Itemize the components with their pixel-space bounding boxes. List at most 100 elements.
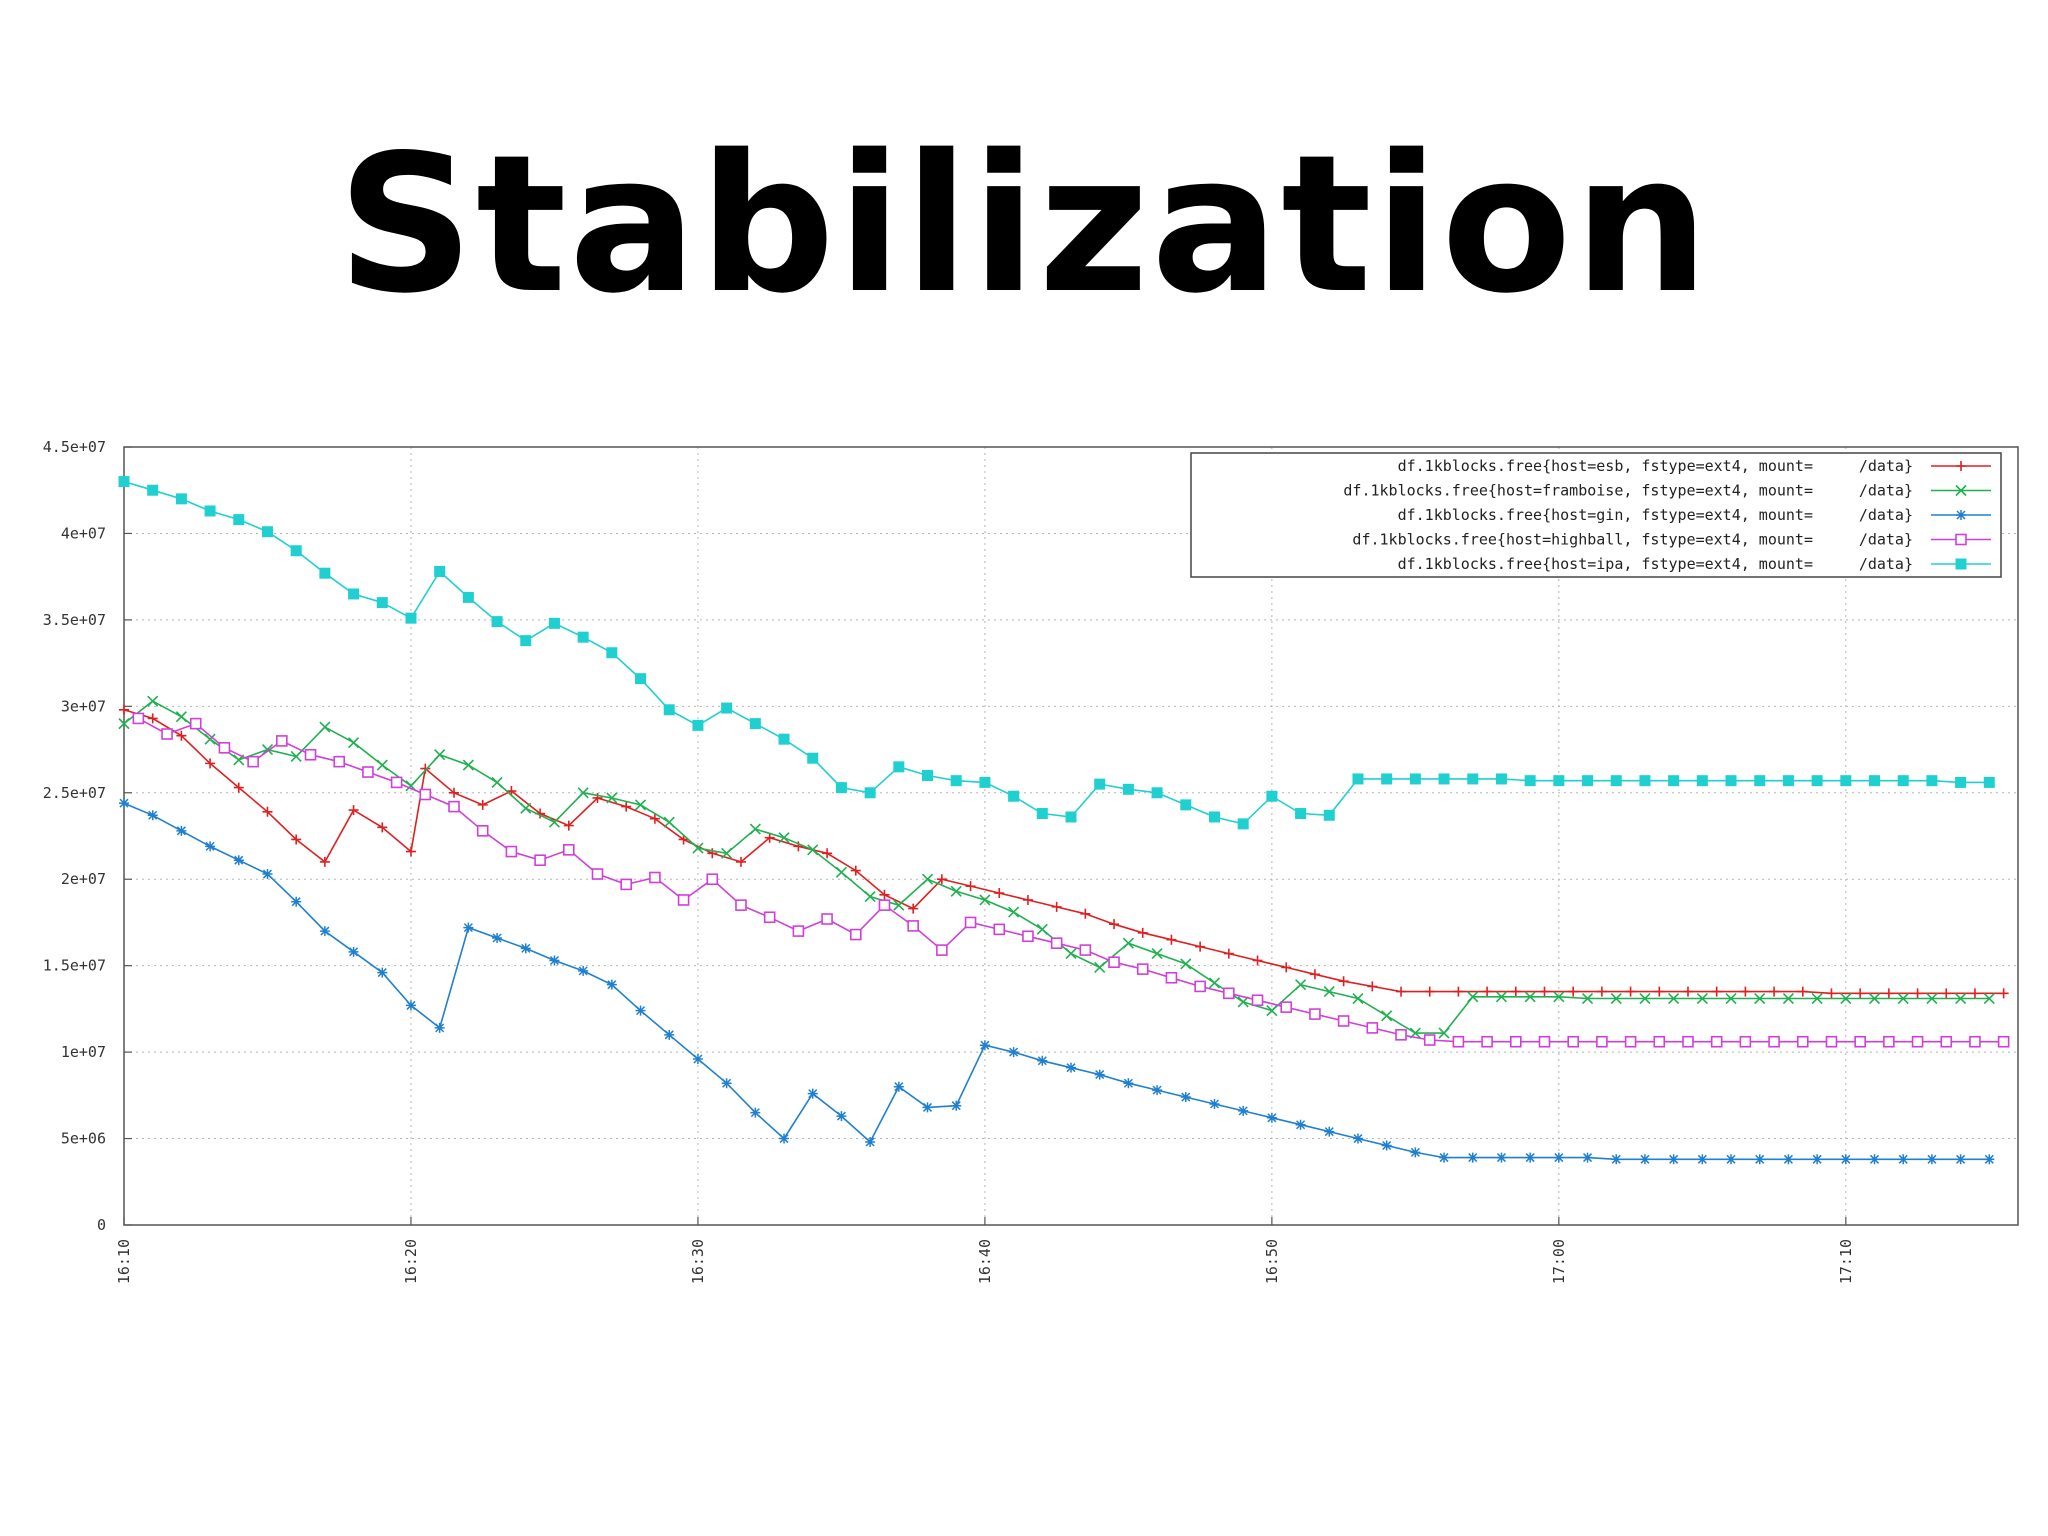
data-point [1625, 986, 1636, 997]
data-point [548, 617, 560, 629]
data-point [936, 944, 948, 956]
data-point [1596, 986, 1607, 997]
legend-label: df.1kblocks.free{host=ipa, fstype=ext4, … [1398, 555, 1813, 573]
legend-label-suffix: /data} [1859, 531, 1913, 549]
data-point [119, 704, 129, 715]
data-point [548, 816, 561, 828]
data-point [520, 802, 532, 814]
data-point [965, 881, 976, 892]
data-point [1955, 1154, 1966, 1165]
data-point [1926, 775, 1938, 787]
data-point [1624, 1035, 1637, 1048]
data-point [1352, 992, 1364, 1005]
data-point [1037, 1055, 1048, 1066]
x-tick-label: 16:50 [1263, 1239, 1281, 1284]
data-point [1539, 986, 1550, 997]
x-tick-label: 16:40 [976, 1239, 994, 1284]
data-point [1381, 1140, 1392, 1151]
data-point [1969, 1035, 1981, 1048]
data-point [520, 943, 531, 954]
data-point [189, 717, 202, 730]
data-point [1897, 775, 1909, 787]
data-point [462, 759, 474, 771]
data-point [1912, 988, 1923, 999]
data-point [348, 946, 359, 957]
data-point [1022, 930, 1034, 943]
data-point [951, 1100, 962, 1111]
data-point [205, 758, 216, 769]
data-point [1266, 1005, 1278, 1017]
data-point [119, 798, 129, 809]
data-point [405, 1000, 416, 1011]
data-point [1682, 986, 1693, 997]
data-point [1467, 991, 1479, 1003]
data-point [276, 735, 288, 747]
data-point [1768, 1035, 1780, 1048]
data-point [1983, 776, 1995, 788]
data-point [1439, 1152, 1450, 1163]
data-point [1639, 775, 1651, 787]
data-point [204, 733, 216, 745]
data-point [621, 801, 632, 812]
data-point [319, 856, 330, 867]
data-point [1482, 986, 1493, 997]
data-point [1295, 1119, 1306, 1130]
data-point [1883, 1035, 1895, 1048]
data-point [779, 1133, 790, 1144]
series-1 [118, 695, 1995, 1039]
data-point [893, 1081, 904, 1092]
data-point [491, 616, 503, 628]
data-point [147, 810, 158, 821]
data-point [921, 873, 934, 885]
data-point [1453, 986, 1464, 997]
data-point [735, 899, 747, 911]
data-point [764, 832, 775, 843]
data-point [620, 878, 632, 891]
legend-label: df.1kblocks.free{host=esb, fstype=ext4, … [1398, 457, 1813, 475]
data-point [319, 721, 331, 733]
data-point [1840, 1154, 1851, 1165]
data-point [1754, 775, 1766, 787]
data-point [850, 865, 861, 876]
data-point [749, 823, 761, 835]
data-point [1782, 775, 1794, 787]
data-point [1180, 799, 1192, 811]
data-point [1869, 775, 1881, 787]
data-point [778, 733, 790, 745]
data-point [1094, 778, 1106, 790]
data-point [1208, 977, 1221, 989]
data-point [1783, 1154, 1794, 1165]
slide-title: Stabilization [337, 114, 1711, 335]
x-tick-label: 17:10 [1837, 1239, 1855, 1284]
data-point [1122, 937, 1134, 949]
y-tick-label: 3e+07 [61, 697, 106, 715]
data-point [348, 805, 359, 816]
data-point [664, 1029, 675, 1040]
series-line [123, 802, 1990, 1161]
data-point [1337, 1015, 1350, 1027]
data-point [175, 711, 187, 723]
data-point [893, 899, 905, 911]
data-point [692, 842, 704, 854]
y-tick-label: 2e+07 [61, 870, 106, 888]
data-point [706, 873, 719, 886]
data-point [878, 899, 891, 911]
data-point [1381, 773, 1393, 785]
data-point [1467, 1152, 1478, 1163]
data-point [1868, 992, 1881, 1005]
data-point [979, 894, 991, 906]
data-point [835, 782, 847, 794]
data-point [1984, 1154, 1995, 1165]
data-point [1094, 961, 1106, 973]
data-point [1366, 1022, 1379, 1034]
series-4 [118, 476, 1995, 830]
data-point [1452, 1035, 1465, 1048]
data-point [448, 800, 460, 813]
data-point [865, 1137, 876, 1148]
data-point [721, 1078, 732, 1089]
data-point [1109, 919, 1120, 930]
plot-frame [123, 446, 2019, 1226]
y-tick-label: 1.5e+07 [43, 957, 106, 975]
data-point [979, 776, 991, 788]
